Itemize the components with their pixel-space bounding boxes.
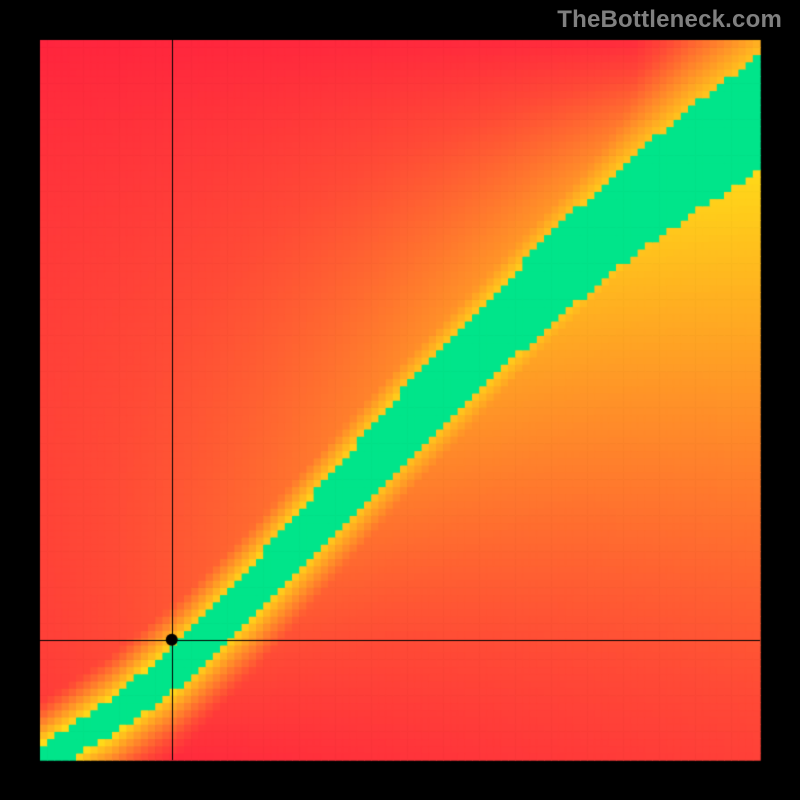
chart-root: TheBottleneck.com xyxy=(0,0,800,800)
bottleneck-heatmap-canvas xyxy=(0,0,800,800)
attribution-watermark: TheBottleneck.com xyxy=(557,6,782,34)
